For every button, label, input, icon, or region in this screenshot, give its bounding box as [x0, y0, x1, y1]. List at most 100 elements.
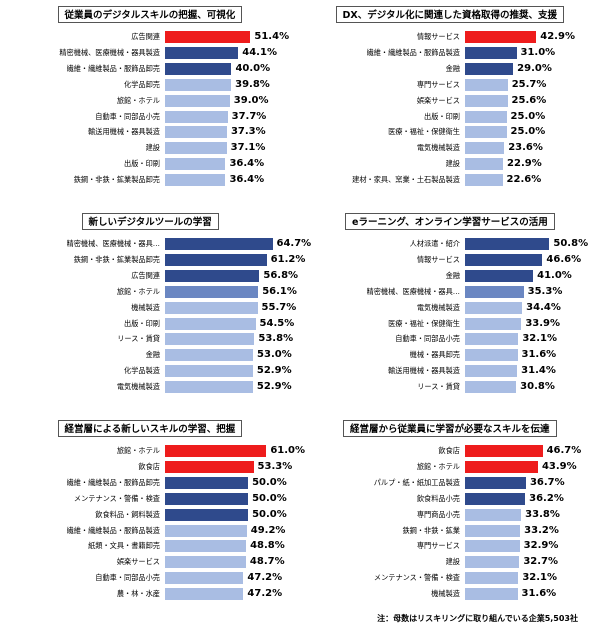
- chart-title: eラーニング、オンライン学習サービスの活用: [345, 213, 555, 230]
- bar: [465, 46, 517, 59]
- category-label: 飲食店: [138, 461, 160, 471]
- category-label: 紙類・文具・書籍卸売: [88, 541, 160, 551]
- bar: [465, 349, 518, 362]
- category-label: 農・林・水産: [116, 589, 160, 599]
- value-label: 31.6%: [521, 588, 557, 600]
- bar: [465, 158, 504, 171]
- bar: [465, 445, 543, 457]
- value-label: 31.4%: [521, 365, 556, 377]
- category-label: 旅館・ホテル: [116, 95, 160, 105]
- bar: [465, 238, 550, 250]
- bar: [165, 31, 251, 43]
- bar: [465, 556, 520, 569]
- bar: [465, 301, 523, 314]
- value-label: 43.9%: [541, 460, 577, 472]
- category-label: パルプ・紙・紙加工品製造: [373, 477, 460, 487]
- chart-title: DX、デジタル化に関連した資格取得の推奨、支援: [335, 6, 565, 23]
- chart-panel-2: DX、デジタル化に関連した資格取得の推奨、支援 情報サービス 42.9% 繊維・繊維製…: [300, 0, 600, 205]
- bar: [165, 253, 267, 266]
- bar: [465, 62, 514, 75]
- value-label: 52.9%: [256, 381, 292, 393]
- value-label: 37.3%: [230, 126, 266, 138]
- chart-panel-5: 経営層による新しいスキルの学習、把握 旅館・ホテル 61.0% 飲食店 53.3% 繊維・…: [0, 414, 305, 619]
- category-label: 広告関連: [131, 32, 160, 41]
- bar: [165, 269, 260, 282]
- category-label: 繊維・繊維製品・服飾品製造: [66, 525, 160, 535]
- value-label: 33.8%: [525, 508, 560, 520]
- bar: [165, 174, 226, 187]
- value-label: 39.0%: [233, 94, 269, 106]
- value-label: 48.8%: [250, 540, 285, 552]
- bar: [465, 460, 538, 473]
- category-label: 飲食料品小売: [416, 493, 460, 503]
- category-label: 繊維・繊維製品・服飾品卸売: [66, 477, 160, 487]
- value-label: 48.7%: [249, 556, 285, 568]
- bar: [165, 476, 249, 489]
- bar: [165, 460, 254, 473]
- category-label: 鉄鋼・非鉄・鉱業製品卸売: [73, 254, 160, 264]
- bar: [465, 126, 507, 139]
- footnote: 注：母数はリスキリングに取り組んでいる企業5,503社: [377, 614, 578, 623]
- chart-panel-6: 経営層から従業員に学習が必要なスキルを伝達 飲食店 46.7% 旅館・ホテル 43.9%…: [300, 414, 600, 619]
- category-label: メンテナンス・警備・検査: [373, 573, 460, 583]
- value-label: 50.8%: [553, 238, 589, 249]
- value-label: 32.9%: [523, 540, 559, 552]
- value-label: 35.3%: [527, 285, 563, 297]
- category-label: 電気機械製造: [416, 302, 460, 312]
- value-label: 25.6%: [511, 94, 547, 106]
- bar: [165, 333, 255, 346]
- value-label: 36.2%: [529, 492, 564, 504]
- bar: [465, 94, 508, 107]
- category-label: 娯楽サービス: [116, 557, 160, 567]
- chart-title: 経営層から従業員に学習が必要なスキルを伝達: [343, 420, 557, 437]
- value-label: 30.8%: [520, 381, 555, 393]
- chart-title: 従業員のデジタルスキルの把握、可視化: [57, 6, 243, 23]
- bar: [465, 508, 522, 521]
- category-label: 化学品製造: [124, 366, 160, 376]
- bar: [165, 572, 244, 585]
- category-label: 専門商品小売: [416, 509, 460, 519]
- category-label: 金融: [445, 270, 460, 280]
- value-label: 64.7%: [276, 238, 312, 249]
- value-label: 54.5%: [259, 317, 295, 329]
- value-label: 36.7%: [529, 476, 565, 488]
- value-label: 29.0%: [517, 62, 552, 74]
- value-label: 37.1%: [230, 142, 266, 154]
- category-label: 情報サービス: [416, 32, 460, 41]
- value-label: 25.7%: [511, 78, 547, 90]
- value-label: 23.6%: [508, 142, 543, 154]
- bar: [165, 556, 246, 569]
- bar: [465, 540, 520, 553]
- category-label: 電気機械製造: [416, 143, 460, 153]
- bar: [165, 365, 253, 378]
- category-label: 旅館・ホテル: [116, 446, 160, 455]
- bar: [465, 142, 505, 155]
- bar: [165, 492, 249, 505]
- bar: [465, 174, 503, 187]
- category-label: 輸送用機械・器具製造: [388, 366, 460, 376]
- category-label: 機械製造: [431, 589, 460, 599]
- value-label: 31.0%: [520, 46, 556, 58]
- category-label: 繊維・繊維製品・服飾品卸売: [66, 63, 160, 73]
- bar: [165, 508, 249, 521]
- bar: [165, 78, 232, 91]
- value-label: 22.6%: [506, 174, 542, 186]
- value-label: 32.7%: [523, 556, 559, 568]
- value-label: 53.3%: [257, 460, 293, 472]
- bar: [165, 301, 258, 314]
- value-label: 44.1%: [242, 46, 277, 58]
- category-label: 専門サービス: [416, 79, 460, 89]
- value-label: 61.2%: [270, 253, 306, 265]
- category-label: メンテナンス・警備・検査: [73, 493, 160, 503]
- bar: [465, 524, 521, 537]
- value-label: 55.7%: [261, 301, 297, 313]
- bar: [465, 110, 507, 123]
- bar: [165, 62, 232, 75]
- value-label: 25.0%: [510, 126, 546, 138]
- category-label: 化学品卸売: [124, 79, 160, 89]
- chart-panel-1: 従業員のデジタルスキルの把握、可視化 広告関連 51.4% 精密機械、医療機械・器具製…: [0, 0, 300, 205]
- category-label: リース・賃貸: [117, 334, 160, 344]
- value-label: 56.8%: [263, 269, 299, 281]
- value-label: 56.1%: [262, 285, 297, 297]
- value-label: 51.4%: [254, 31, 290, 42]
